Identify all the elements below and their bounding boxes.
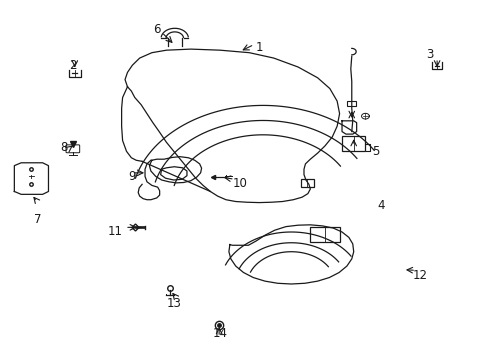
Text: 10: 10 <box>232 177 246 190</box>
Text: 8: 8 <box>61 141 68 154</box>
Text: 14: 14 <box>212 327 227 340</box>
Text: 3: 3 <box>425 48 432 61</box>
Text: 5: 5 <box>372 145 379 158</box>
Text: 12: 12 <box>412 269 427 282</box>
Bar <box>346 101 355 107</box>
Text: 9: 9 <box>128 170 136 183</box>
Text: 1: 1 <box>255 41 263 54</box>
Bar <box>341 136 365 151</box>
Text: 4: 4 <box>377 199 384 212</box>
Bar <box>310 226 339 242</box>
Text: 13: 13 <box>166 297 181 310</box>
Text: 11: 11 <box>107 225 122 238</box>
Bar <box>300 179 314 187</box>
Text: 7: 7 <box>34 213 41 226</box>
Text: 6: 6 <box>153 23 160 36</box>
Text: 2: 2 <box>69 59 77 72</box>
